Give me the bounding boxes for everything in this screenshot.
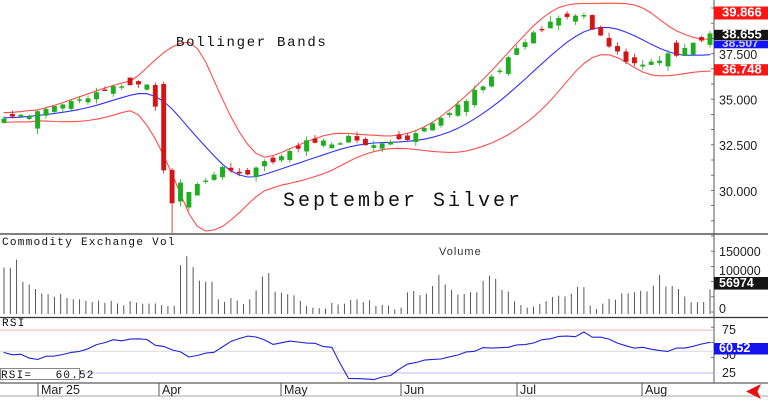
svg-text:39.866: 39.866 — [722, 5, 762, 20]
svg-text:Jun: Jun — [404, 383, 424, 397]
svg-text:32.500: 32.500 — [719, 139, 757, 153]
svg-text:36.748: 36.748 — [722, 62, 762, 77]
svg-text:25: 25 — [722, 366, 736, 380]
svg-text:75: 75 — [722, 323, 736, 337]
svg-text:Aug: Aug — [645, 383, 667, 397]
svg-text:Apr: Apr — [162, 383, 181, 397]
svg-text:Jul: Jul — [520, 383, 536, 397]
svg-text:150000: 150000 — [719, 245, 761, 259]
svg-text:May: May — [284, 383, 308, 397]
svg-text:35.000: 35.000 — [719, 94, 757, 108]
svg-text:60.52: 60.52 — [719, 341, 750, 355]
svg-text:Mar 25: Mar 25 — [41, 383, 80, 397]
svg-text:30.000: 30.000 — [719, 185, 757, 199]
svg-text:0: 0 — [719, 302, 726, 316]
svg-text:56974: 56974 — [719, 276, 754, 290]
svg-text:38.655: 38.655 — [722, 27, 762, 42]
svg-text:37.500: 37.500 — [719, 48, 757, 62]
